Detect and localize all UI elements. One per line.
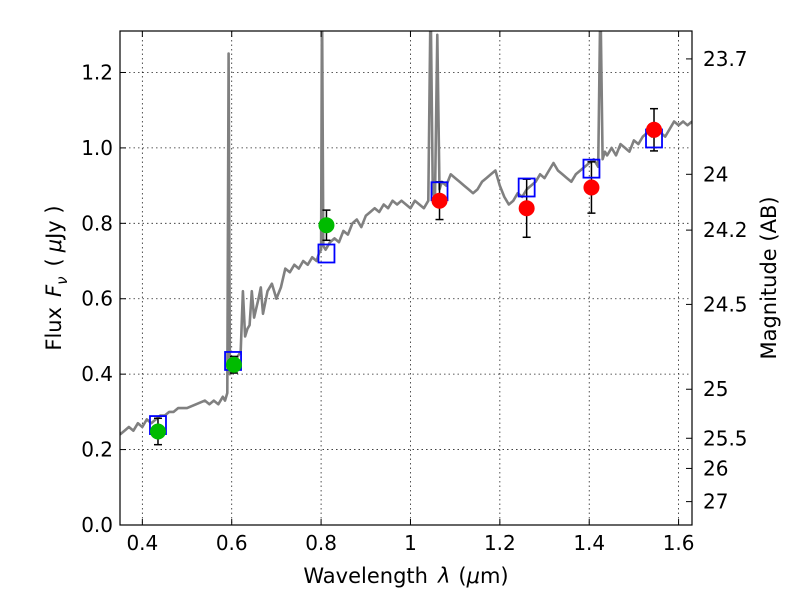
y-axis-label-unit-mu: μ	[42, 239, 66, 253]
data-point	[583, 179, 600, 196]
mag-tick-label: 23.7	[703, 47, 748, 71]
model-box	[517, 177, 536, 198]
y-axis-label-unit-rest: Jy )	[42, 205, 66, 241]
mag-tick-label: 24.2	[703, 218, 748, 242]
data-point	[518, 200, 535, 217]
x-axis-label: Wavelength λ (μm)	[303, 564, 508, 588]
x-tick-label: 0.6	[216, 531, 248, 555]
y-axis-label-unit-open: (	[42, 258, 66, 266]
y-tick-label: 0.8	[81, 211, 113, 235]
data-point	[431, 192, 448, 209]
y-tick-label: 0.6	[81, 287, 113, 311]
data-points	[149, 121, 663, 440]
mag-tick-label: 27	[703, 490, 728, 514]
x-axis-label-unit-mu: μ	[466, 564, 480, 588]
y-tick-label: 0.2	[81, 438, 113, 462]
y-axis-label-var: F	[42, 284, 66, 297]
model-box	[582, 158, 601, 179]
x-tick-label: 1.4	[573, 531, 605, 555]
plot-area	[120, 31, 692, 436]
x-axis-label-unit-open: (	[458, 564, 466, 588]
spectrum-line	[120, 31, 692, 436]
x-axis-label-var: λ	[437, 564, 450, 588]
x-tick-label: 1.6	[663, 531, 695, 555]
x-tick-label: 0.4	[126, 531, 158, 555]
data-point	[149, 423, 166, 440]
plot-frame	[119, 30, 693, 526]
plot-background	[120, 31, 692, 525]
model-box	[317, 243, 336, 264]
mag-tick-label: 25	[703, 377, 728, 401]
mag-tick-label: 24.5	[703, 292, 748, 316]
x-tick-label: 1.2	[484, 531, 516, 555]
y-axis-label-sub: ν	[53, 276, 71, 284]
y-tick-label: 1.0	[81, 136, 113, 160]
data-point	[318, 217, 335, 234]
x-tick-label: 0.8	[305, 531, 337, 555]
mag-tick-label: 26	[703, 456, 728, 480]
y-tick-label: 0.0	[81, 513, 113, 537]
mag-tick-label: 24	[703, 162, 728, 186]
axis-ticks: 0.4 0.6 0.8 1 1.2 1.4 1.6 0.0 0.2 0.4 0.6 0.8 1.0 1.2…	[81, 31, 748, 555]
y-axis-label: Flux Fν ( μJy )	[42, 205, 71, 350]
x-tick-label: 1	[404, 531, 417, 555]
mag-tick-label: 25.5	[703, 426, 748, 450]
x-axis-label-prefix: Wavelength	[303, 564, 428, 588]
y-tick-label: 1.2	[81, 60, 113, 84]
data-point	[646, 121, 663, 138]
y-tick-label: 0.4	[81, 362, 113, 386]
y-axis-label-prefix: Flux	[42, 307, 66, 351]
x-axis-label-unit-rest: m)	[480, 564, 509, 588]
y2-axis-label: Magnitude (AB)	[757, 196, 781, 359]
data-point	[225, 356, 242, 373]
